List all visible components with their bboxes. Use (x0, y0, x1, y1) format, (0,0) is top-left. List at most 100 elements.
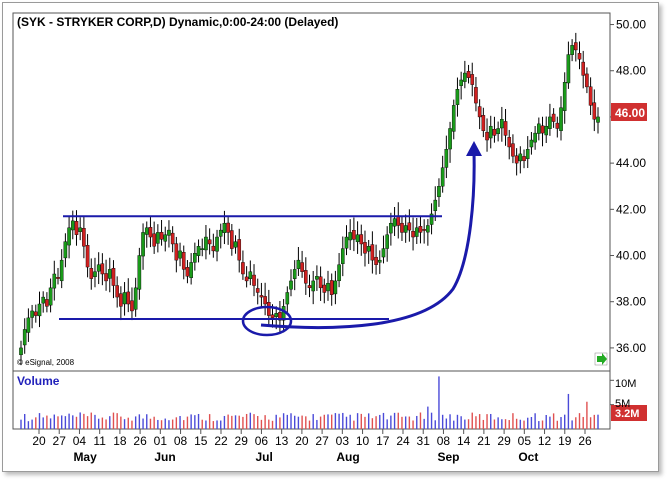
candles (19, 32, 600, 366)
candle-body (477, 106, 482, 118)
date-tick-label: 29 (235, 434, 249, 448)
month-label: Oct (518, 450, 538, 464)
candle-body (111, 267, 116, 286)
candle-body (196, 246, 201, 256)
candle-body (82, 228, 86, 247)
date-tick-label: 18 (113, 434, 127, 448)
annotations (59, 141, 482, 337)
candle-body (144, 227, 149, 235)
volume-panel (12, 370, 611, 430)
candle-body (474, 87, 478, 104)
candle-body (67, 227, 71, 246)
candle-body (26, 317, 31, 333)
candle-body (156, 232, 160, 244)
volume-tick-5m: 5M (615, 398, 630, 410)
date-tick-label: 22 (214, 434, 228, 448)
price-tick-label: 50.00 (616, 18, 646, 32)
candle-body (19, 347, 23, 356)
candle-body (315, 276, 319, 280)
candle-body (555, 122, 560, 129)
stock-chart: 36.00 38.00 40.00 42.00 44.00 46.00 48.00 50.00… (12, 12, 647, 464)
candle-body (422, 229, 426, 231)
candle-body (244, 276, 249, 282)
last-price-label: 46.00 (615, 106, 645, 120)
candle-body (48, 287, 53, 306)
candle-body (193, 253, 197, 263)
candle-body (56, 277, 60, 279)
candle-body (440, 167, 445, 187)
candle-body (518, 153, 523, 162)
date-tick-label: 13 (275, 434, 289, 448)
candle-body (329, 280, 334, 295)
candle-body (455, 89, 460, 105)
candle-body (226, 222, 230, 233)
candle-body (267, 302, 271, 316)
candle-body (285, 292, 290, 305)
candle-body (93, 271, 97, 278)
candle-body (574, 42, 578, 51)
price-axis: 36.00 38.00 40.00 42.00 44.00 46.00 48.00 50.00 (610, 18, 646, 355)
candle-body (374, 256, 378, 265)
candle-body (366, 246, 371, 252)
date-tick-label: 26 (133, 434, 147, 448)
candle-body (400, 222, 404, 233)
candle-body (433, 199, 438, 212)
candle-body (59, 259, 64, 282)
date-tick-label: 12 (538, 434, 552, 448)
date-tick-label: 06 (255, 434, 269, 448)
month-label: May (73, 450, 97, 464)
candle-body (45, 299, 49, 307)
date-tick-label: 01 (154, 434, 168, 448)
candle-body (89, 268, 94, 279)
candle-body (41, 296, 45, 304)
candle-body (503, 121, 508, 136)
candle-body (222, 222, 227, 233)
candle-body (130, 300, 134, 312)
scroll-right-icon[interactable] (594, 352, 608, 366)
candle-body (85, 245, 90, 268)
candle-body (451, 105, 456, 132)
candle-body (163, 234, 168, 242)
candle-body (470, 74, 475, 85)
candle-body (403, 225, 408, 233)
candle-body (514, 155, 519, 164)
date-tick-label: 20 (295, 434, 309, 448)
candle-body (448, 128, 452, 150)
arrow-head (466, 141, 482, 156)
date-tick-label: 27 (53, 434, 67, 448)
last-volume-label: 3.2M (615, 408, 639, 420)
date-axis: 20 27 04 11 18 26 01 08 15 22 29 06 13 20 27 03 10 17 24 31… (32, 429, 592, 464)
candle-body (488, 125, 493, 139)
candle-body (592, 102, 597, 120)
month-label: Aug (336, 450, 359, 464)
candle-body (418, 226, 423, 233)
price-tick-label: 36.00 (616, 341, 646, 355)
candle-body (385, 234, 389, 249)
candle-body (585, 73, 589, 88)
candle-body (230, 230, 234, 249)
candle-body (322, 284, 327, 293)
candle-body (500, 119, 504, 129)
date-tick-label: 08 (437, 434, 451, 448)
date-tick-label: 04 (73, 434, 87, 448)
candle-body (122, 292, 127, 305)
candle-body (522, 156, 526, 162)
candle-body (459, 79, 463, 86)
candle-body (241, 262, 245, 275)
chart-window: 36.00 38.00 40.00 42.00 44.00 46.00 48.00 50.00… (2, 2, 659, 472)
candle-body (344, 236, 349, 249)
candle-body (152, 233, 156, 247)
candle-body (189, 262, 193, 279)
date-tick-label: 19 (558, 434, 572, 448)
candle-body (566, 54, 571, 84)
candle-body (544, 125, 549, 136)
candle-body (174, 243, 179, 261)
candle-body (289, 280, 293, 290)
candle-body (311, 280, 315, 292)
candle-body (429, 213, 434, 225)
candle-body (537, 123, 541, 134)
date-tick-label: 05 (518, 434, 532, 448)
candle-body (548, 116, 552, 129)
candle-body (159, 232, 164, 240)
candle-body (485, 131, 489, 141)
